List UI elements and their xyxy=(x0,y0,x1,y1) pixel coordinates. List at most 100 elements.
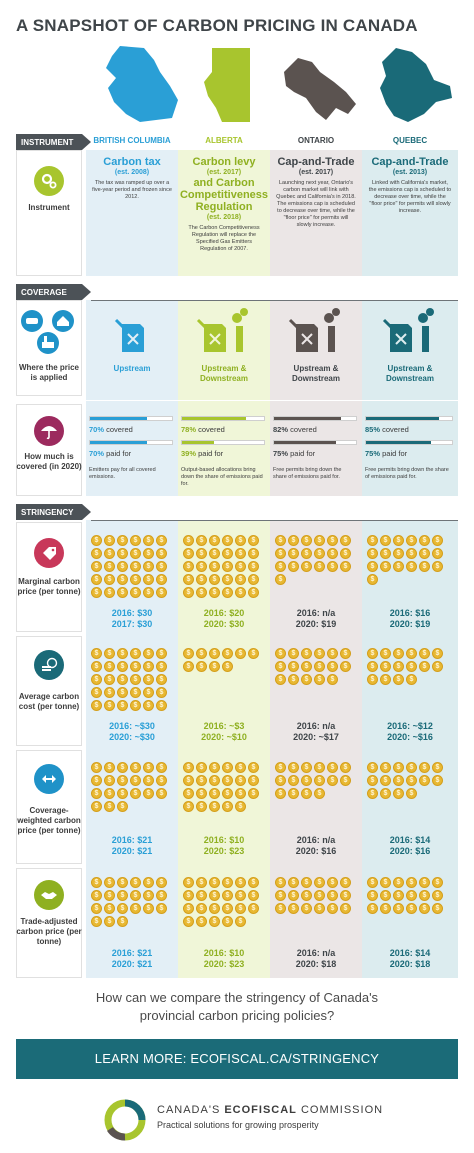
dollar-coin-icon: $ xyxy=(432,648,443,659)
dollar-coin-icon: $ xyxy=(419,661,430,672)
gears-icon xyxy=(34,166,64,196)
dollar-coin-icon: $ xyxy=(143,535,154,546)
coin-group: $ $ $ $ $ $ $ $ $ $ $ $ $ $ $ $ $ $ $ $ $ $ $ $ $ $ $ $ $ $ xyxy=(91,648,175,711)
price-tag-icon xyxy=(34,538,64,568)
dollar-coin-icon: $ xyxy=(301,762,312,773)
dollar-coin-icon: $ xyxy=(143,762,154,773)
dollar-coin-icon: $ xyxy=(380,674,391,685)
covered-bar-fill xyxy=(274,417,342,420)
coin-group: $ $ $ $ $ $ $ $ $ $ $ $ $ $ $ $ xyxy=(367,648,451,685)
dollar-coin-icon: $ xyxy=(393,788,404,799)
dollar-coin-icon: $ xyxy=(143,903,154,914)
dollar-coin-icon: $ xyxy=(91,687,102,698)
dollar-coin-icon: $ xyxy=(156,903,167,914)
dollar-coin-icon: $ xyxy=(104,661,115,672)
stat-line: 2016: n/a xyxy=(296,835,336,845)
dollar-coin-icon: $ xyxy=(183,561,194,572)
dollar-coin-icon: $ xyxy=(183,762,194,773)
stat-line: 2020: $18 xyxy=(389,959,431,969)
dollar-coin-icon: $ xyxy=(104,775,115,786)
dollar-coin-icon: $ xyxy=(275,535,286,546)
section-divider xyxy=(91,520,458,521)
dollar-coin-icon: $ xyxy=(183,890,194,901)
dollar-coin-icon: $ xyxy=(91,801,102,812)
dollar-coin-icon: $ xyxy=(314,548,325,559)
dollar-coin-icon: $ xyxy=(104,801,115,812)
dollar-coin-icon: $ xyxy=(117,648,128,659)
dollar-coin-icon: $ xyxy=(104,687,115,698)
dollar-coin-icon: $ xyxy=(393,775,404,786)
dollar-coin-icon: $ xyxy=(406,762,417,773)
coin-group: $ $ $ $ $ $ $ $ $ $ $ $ $ $ $ $ $ $ $ $ $ $ $ $ $ $ $ $ $ $ xyxy=(183,535,267,598)
dollar-coin-icon: $ xyxy=(288,548,299,559)
row-label-coverage-weighted: Coverage-weighted carbon price (per tonn… xyxy=(17,806,81,835)
dollar-coin-icon: $ xyxy=(104,700,115,711)
header-british-columbia: BRITISH COLUMBIA xyxy=(93,136,171,145)
covered-percent: 70% xyxy=(89,425,105,434)
header-alberta: ALBERTA xyxy=(205,136,243,145)
dollar-coin-icon: $ xyxy=(235,535,246,546)
dollar-coin-icon: $ xyxy=(117,890,128,901)
dollar-coin-icon: $ xyxy=(419,561,430,572)
dollar-coin-icon: $ xyxy=(143,700,154,711)
dollar-coin-icon: $ xyxy=(248,775,259,786)
dollar-coin-icon: $ xyxy=(209,587,220,598)
umbrella-icon xyxy=(34,416,64,446)
instrument-ab: Carbon levy (est. 2017) and Carbon Compe… xyxy=(178,156,270,253)
dollar-coin-icon: $ xyxy=(143,775,154,786)
dollar-coin-icon: $ xyxy=(393,535,404,546)
paid-percent: 39% xyxy=(181,449,197,458)
paid-bar xyxy=(181,440,265,445)
dollar-coin-icon: $ xyxy=(340,561,351,572)
dollar-coin-icon: $ xyxy=(196,574,207,585)
stat-line: 2016: $21 xyxy=(111,948,153,958)
coin-group: $ $ $ $ $ $ $ $ $ $ $ $ $ $ $ $ $ $ $ xyxy=(367,535,451,585)
stringency-stat: 2016: $20 2020: $30 xyxy=(181,608,267,630)
dollar-coin-icon: $ xyxy=(380,775,391,786)
paid-bar xyxy=(273,440,357,445)
dollar-coin-icon: $ xyxy=(248,788,259,799)
dollar-coin-icon: $ xyxy=(91,788,102,799)
stat-line: 2016: $21 xyxy=(111,835,153,845)
dollar-coin-icon: $ xyxy=(156,788,167,799)
dollar-coin-icon: $ xyxy=(327,535,338,546)
covered-bar-fill xyxy=(366,417,440,420)
dollar-coin-icon: $ xyxy=(248,762,259,773)
dollar-coin-icon: $ xyxy=(367,890,378,901)
paid-text: 70% paid for xyxy=(89,449,131,458)
paid-suffix: paid for xyxy=(196,449,224,458)
dollar-coin-icon: $ xyxy=(314,535,325,546)
alberta-map xyxy=(204,48,250,122)
row-label-instrument: Instrument xyxy=(28,203,70,212)
dollar-coin-icon: $ xyxy=(367,561,378,572)
paid-suffix: paid for xyxy=(380,449,408,458)
coin-group: $ $ $ $ $ $ $ $ $ $ $ $ $ $ $ $ $ $ $ $ $ $ $ $ $ $ $ $ $ $ xyxy=(91,535,175,598)
covered-bar-fill xyxy=(90,417,148,420)
dollar-coin-icon: $ xyxy=(196,801,207,812)
dollar-coin-icon: $ xyxy=(183,548,194,559)
dollar-coin-icon: $ xyxy=(288,648,299,659)
dollar-coin-icon: $ xyxy=(104,916,115,927)
dollar-coin-icon: $ xyxy=(130,561,141,572)
name-pre: CANADA'S xyxy=(157,1104,225,1116)
dollar-coin-icon: $ xyxy=(367,788,378,799)
dollar-coin-icon: $ xyxy=(183,903,194,914)
ecofiscal-logo xyxy=(104,1099,146,1141)
dollar-coin-icon: $ xyxy=(156,674,167,685)
dollar-coin-icon: $ xyxy=(367,674,378,685)
dollar-coin-icon: $ xyxy=(275,561,286,572)
dollar-coin-icon: $ xyxy=(340,548,351,559)
dollar-coin-icon: $ xyxy=(156,648,167,659)
dollar-coin-icon: $ xyxy=(222,661,233,672)
stringency-stat: 2016: n/a 2020: $16 xyxy=(273,835,359,857)
dollar-coin-icon: $ xyxy=(432,877,443,888)
dollar-coin-icon: $ xyxy=(419,903,430,914)
learn-more-link[interactable]: LEARN MORE: ECOFISCAL.CA/STRINGENCY xyxy=(16,1039,458,1079)
dollar-coin-icon: $ xyxy=(117,561,128,572)
dollar-coin-icon: $ xyxy=(235,574,246,585)
coin-group: $ $ $ $ $ $ $ $ $ $ $ $ $ $ $ $ $ $ $ $ $ xyxy=(91,762,175,812)
dollar-coin-icon: $ xyxy=(275,775,286,786)
dollar-coin-icon: $ xyxy=(183,574,194,585)
dollar-coin-icon: $ xyxy=(419,535,430,546)
dollar-coin-icon: $ xyxy=(419,548,430,559)
